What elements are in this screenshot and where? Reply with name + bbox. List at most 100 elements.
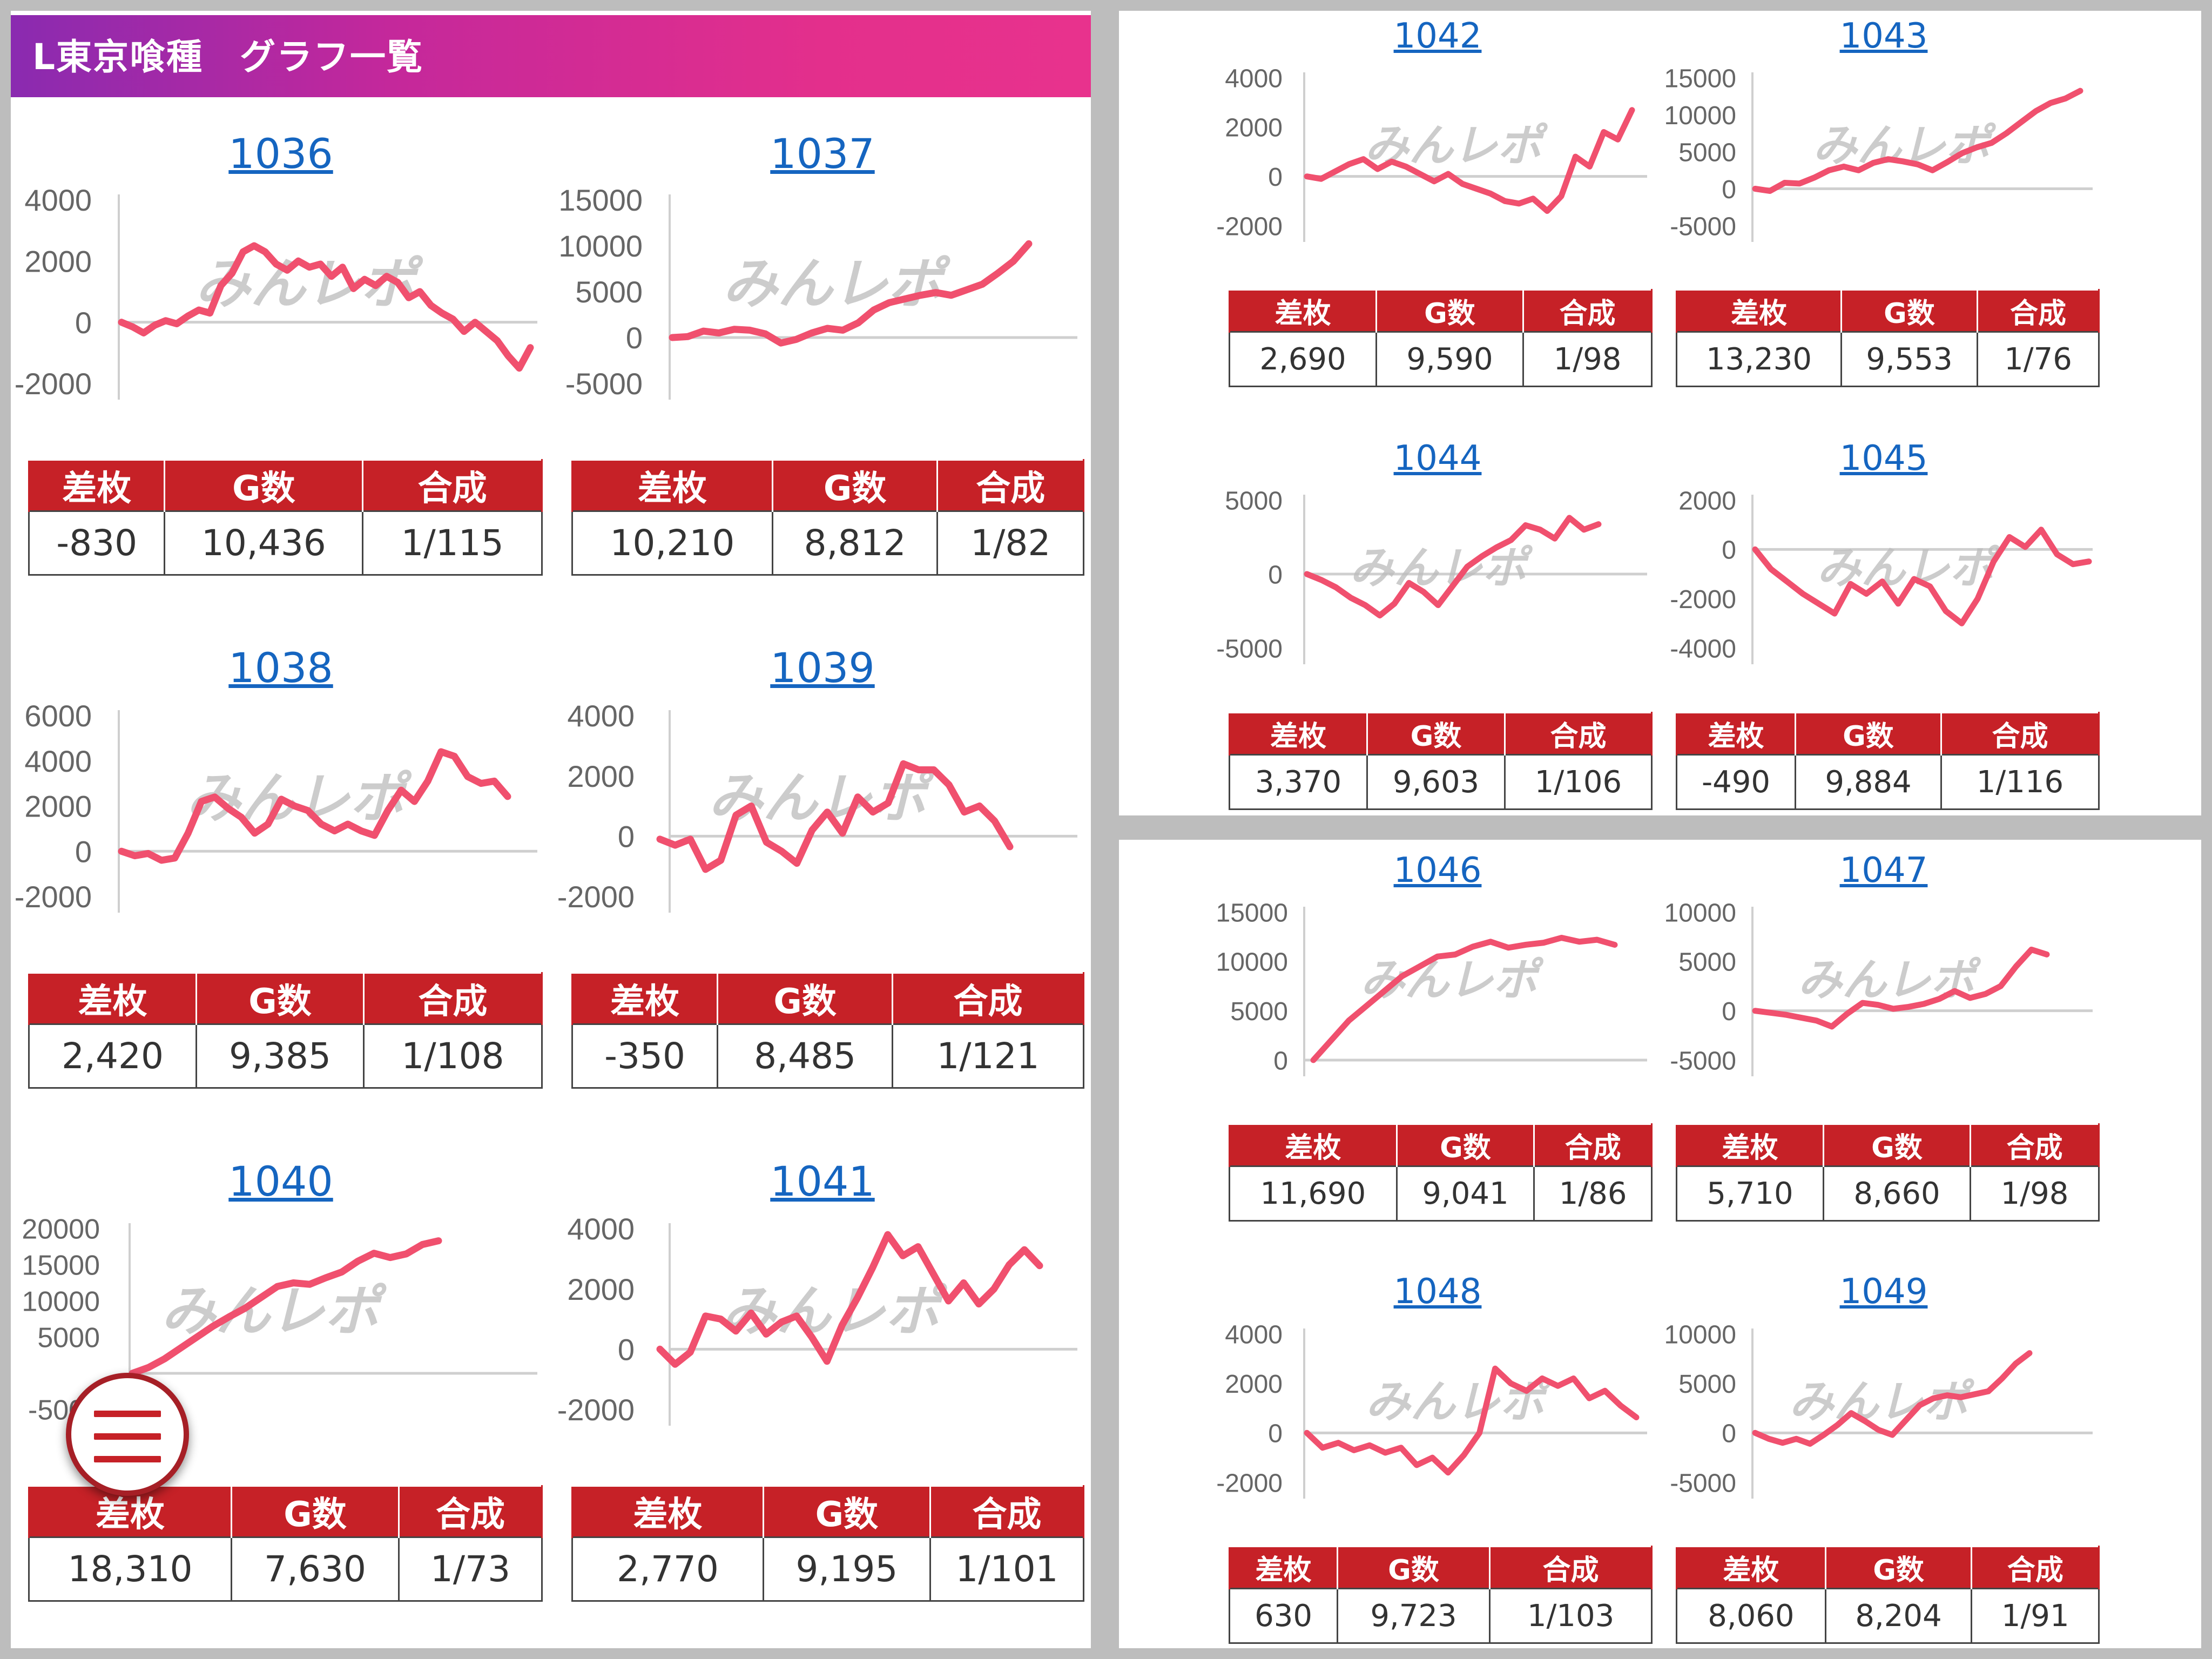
stats-value-cell: 9,553 — [1840, 331, 1979, 387]
y-tick-label: 0 — [626, 321, 643, 355]
graph-title-link[interactable]: 1038 — [228, 644, 333, 692]
stats-value-cell: 8,485 — [717, 1023, 894, 1089]
y-tick-label: 10000 — [1664, 899, 1736, 927]
stats-header-cell: 差枚 — [1229, 1123, 1398, 1166]
series-line — [669, 240, 1033, 347]
y-tick-label: 10000 — [1664, 102, 1736, 130]
stats-header-cell: G数 — [1794, 712, 1942, 755]
series-line — [118, 242, 534, 372]
graph-title-link[interactable]: 1040 — [228, 1157, 333, 1205]
graph-title-link[interactable]: 1041 — [770, 1157, 875, 1205]
stats-value-cell: 3,370 — [1229, 754, 1368, 810]
graph-title-link[interactable]: 1042 — [1393, 16, 1482, 56]
graph-title-link[interactable]: 1037 — [770, 130, 875, 178]
y-tick-label: 4000 — [567, 1212, 635, 1246]
y-tick-label: -2000 — [15, 367, 92, 401]
stats-value-cell: 2,420 — [28, 1023, 197, 1089]
stats-header-cell: 差枚 — [28, 972, 197, 1024]
stats-value-cell: 1/98 — [1522, 331, 1653, 387]
graph-title-link[interactable]: 1045 — [1839, 439, 1928, 478]
stats-value-cell: 8,204 — [1824, 1588, 1973, 1644]
graph-title-link[interactable]: 1039 — [770, 644, 875, 692]
y-tick-label: 15000 — [22, 1250, 100, 1282]
stats-header-cell: G数 — [1366, 712, 1506, 755]
stats-value-cell: 9,590 — [1375, 331, 1524, 387]
stats-header-cell: G数 — [1375, 289, 1524, 332]
stats-table: 差枚 G数 合成 11,690 9,041 1/86 — [1229, 1123, 1653, 1222]
y-tick-label: -2000 — [557, 880, 635, 914]
graph-title-link[interactable]: 1043 — [1839, 16, 1928, 56]
series-line — [1752, 87, 2083, 194]
stats-value-cell: 5,710 — [1676, 1165, 1824, 1222]
y-tick-label: 5000 — [575, 275, 643, 309]
stats-header-cell: 合成 — [1533, 1123, 1653, 1166]
stats-value-cell: 1/76 — [1977, 331, 2100, 387]
stats-header-cell: 合成 — [1971, 1546, 2100, 1589]
stats-header-cell: 差枚 — [28, 1485, 232, 1537]
stats-table: 差枚 G数 合成 8,060 8,204 1/91 — [1676, 1546, 2100, 1644]
y-tick-label: -2000 — [1670, 585, 1736, 614]
stats-header-cell: G数 — [717, 972, 894, 1024]
stats-header-cell: 合成 — [398, 1485, 543, 1537]
stats-header-cell: 合成 — [892, 972, 1084, 1024]
stats-header-cell: 合成 — [1522, 289, 1653, 332]
stats-header-cell: 合成 — [1970, 1123, 2100, 1166]
stats-value-cell: 1/91 — [1971, 1588, 2100, 1644]
graph-title-link[interactable]: 1044 — [1393, 439, 1482, 478]
graph-title-link[interactable]: 1048 — [1393, 1272, 1482, 1312]
y-tick-label: -5000 — [565, 367, 643, 401]
y-tick-label: 15000 — [558, 183, 643, 217]
stats-value-cell: 1/98 — [1970, 1165, 2100, 1222]
stats-value-cell: 1/115 — [362, 510, 543, 576]
watermark-logo: みんレポ — [721, 1279, 948, 1343]
y-tick-label: 2000 — [24, 244, 92, 278]
graph-title-link[interactable]: 1046 — [1393, 851, 1482, 891]
hamburger-menu-button[interactable] — [66, 1373, 189, 1496]
stats-header-cell: G数 — [762, 1485, 931, 1537]
line-chart: 15000 10000 5000 0 みんレポ — [1216, 899, 1647, 1076]
stats-header-cell: G数 — [1840, 289, 1979, 332]
stats-header-cell: 合成 — [1489, 1546, 1653, 1589]
y-tick-label: 0 — [1268, 561, 1283, 589]
y-tick-label: 0 — [618, 1332, 635, 1366]
y-tick-label: -2000 — [15, 880, 92, 914]
series-line — [656, 760, 1014, 873]
stats-table: 差枚 G数 合成 3,370 9,603 1/106 — [1229, 712, 1653, 810]
stats-value-cell: 1/82 — [936, 510, 1084, 576]
stats-value-cell: 1/121 — [892, 1023, 1084, 1089]
y-tick-label: 10000 — [1216, 948, 1288, 977]
stats-header-cell: G数 — [1824, 1546, 1973, 1589]
stats-value-cell: 9,195 — [762, 1536, 931, 1602]
y-tick-label: -2000 — [557, 1393, 635, 1427]
stats-value-cell: 1/86 — [1533, 1165, 1653, 1222]
stats-value-cell: -830 — [28, 510, 166, 576]
stats-table: 差枚 G数 合成 5,710 8,660 1/98 — [1676, 1123, 2100, 1222]
y-tick-label: 4000 — [567, 699, 635, 733]
stats-header-cell: G数 — [1337, 1546, 1491, 1589]
y-tick-label: 4000 — [24, 183, 92, 217]
y-tick-label: 6000 — [24, 699, 92, 733]
series-line — [1752, 1350, 2033, 1447]
y-tick-label: 10000 — [558, 229, 643, 263]
graph-title-link[interactable]: 1049 — [1839, 1272, 1928, 1312]
stats-table: 差枚 G数 合成 18,310 7,630 1/73 — [28, 1485, 543, 1602]
series-line — [129, 1237, 442, 1377]
line-chart: 10000 5000 0 -5000 みんレポ — [1664, 899, 2093, 1076]
stats-header-cell: G数 — [1823, 1123, 1971, 1166]
stats-value-cell: 1/101 — [929, 1536, 1085, 1602]
series-line — [1752, 946, 2050, 1030]
y-tick-label: 0 — [1268, 163, 1283, 192]
stats-header-cell: 差枚 — [571, 459, 773, 511]
watermark-logo: みんレポ — [1366, 1375, 1552, 1428]
y-tick-label: -5000 — [1216, 635, 1283, 663]
watermark-logo: みんレポ — [195, 252, 424, 316]
y-tick-label: 0 — [1722, 536, 1736, 565]
series-line — [1752, 527, 2092, 626]
header-top-line — [11, 11, 1091, 15]
graph-title-link[interactable]: 1047 — [1839, 851, 1928, 891]
graph-title-link[interactable]: 1036 — [228, 130, 333, 178]
stats-header-cell: 差枚 — [1228, 1546, 1339, 1589]
